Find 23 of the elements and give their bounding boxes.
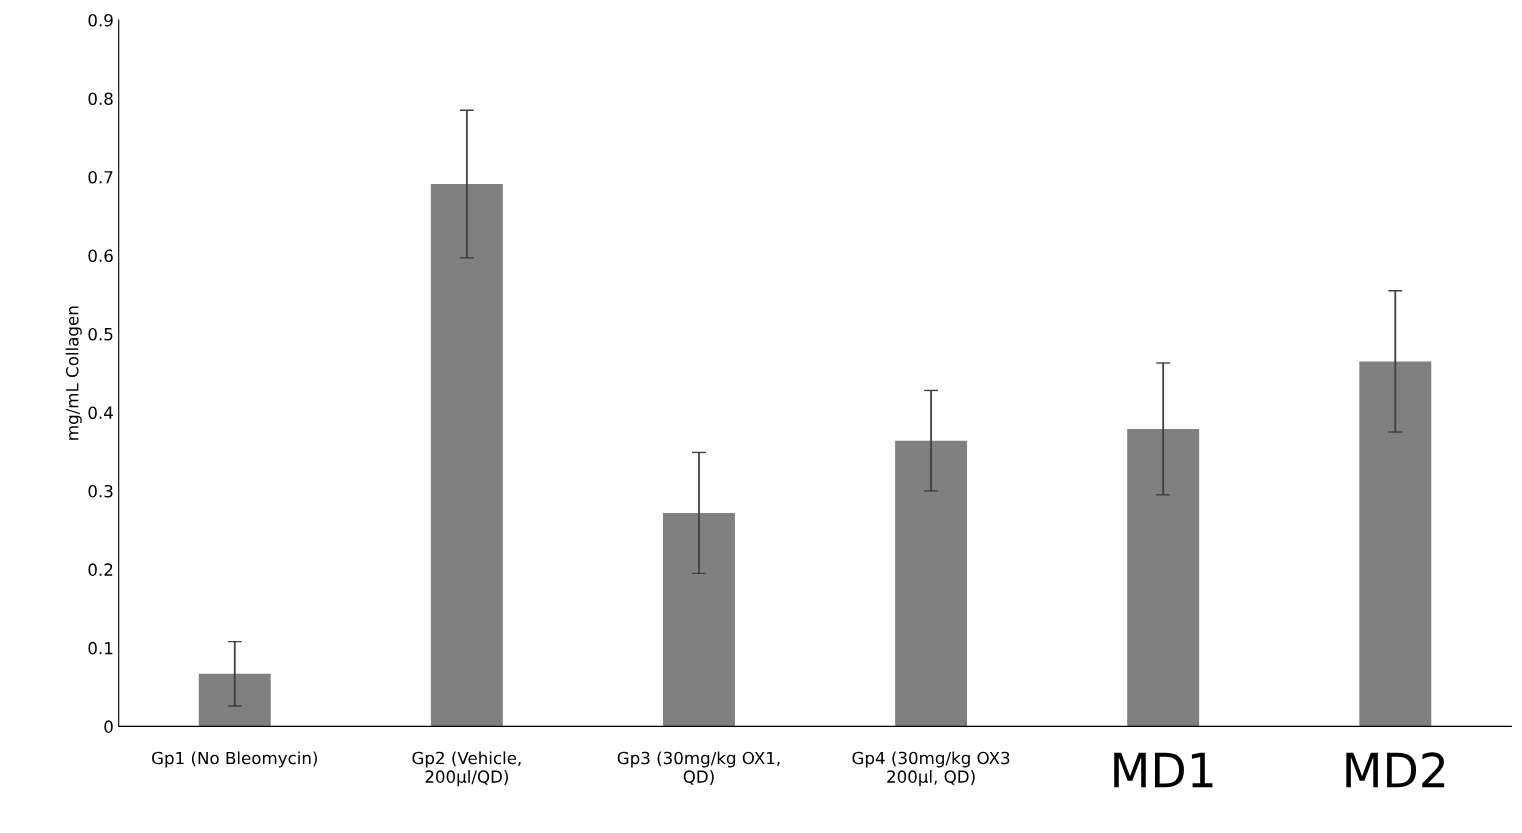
x-tick-label: Gp4 (30mg/kg OX3 200µl, QD) (852, 751, 1010, 787)
bar (430, 184, 503, 727)
y-tick-label: 0.7 (88, 170, 113, 184)
y-axis-title: mg/mL Collagen (65, 306, 82, 440)
y-tick-label: 0.4 (88, 406, 113, 419)
bar (895, 440, 968, 727)
x-tick-label: MD1 (1114, 752, 1213, 788)
y-tick-label: 0 (104, 720, 113, 733)
y-tick-label: 0.6 (88, 249, 113, 263)
x-tick-label: MD2 (1346, 752, 1445, 788)
y-tick-label: 0.5 (88, 327, 113, 341)
bar (1359, 361, 1432, 727)
bar (1127, 428, 1200, 727)
y-tick-label: 0.2 (88, 563, 113, 576)
bar (663, 512, 735, 727)
x-tick-label: Gp3 (30mg/kg OX1, QD) (617, 751, 780, 785)
y-tick-label: 0.3 (88, 484, 113, 498)
y-tick-label: 0.9 (88, 13, 113, 27)
y-tick-label: 0.8 (88, 92, 113, 106)
bar (198, 673, 271, 727)
x-tick-label: Gp2 (Vehicle, 200µl/QD) (412, 751, 521, 787)
x-tick-label: Gp1 (No Bleomycin) (152, 751, 317, 768)
y-tick-label: 0.1 (88, 641, 113, 655)
